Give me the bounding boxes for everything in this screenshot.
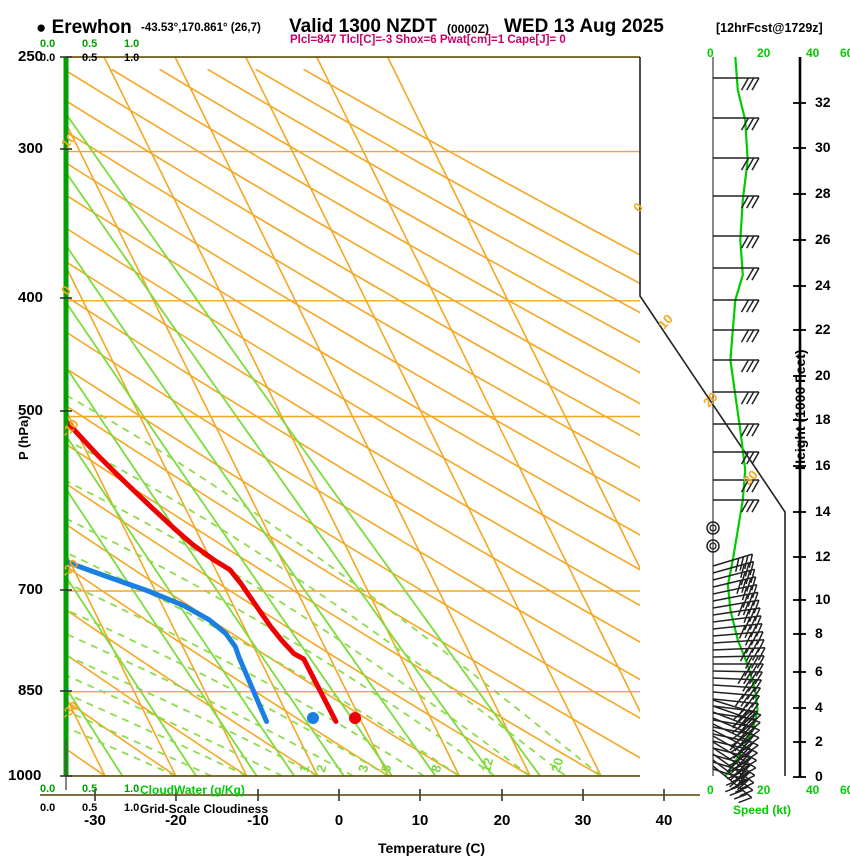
station-name: Erewhon (51, 17, 132, 38)
height-tick-26: 26 (815, 231, 831, 247)
height-tick-18: 18 (815, 411, 831, 427)
speed-bottom-40: 40 (806, 783, 820, 797)
cloudwater-top-0.0: 0.0 (40, 38, 56, 50)
valid-time: Valid 1300 NZDT (289, 16, 437, 37)
valid-date: WED 13 Aug 2025 (504, 16, 664, 37)
height-tick-8: 8 (815, 625, 823, 641)
height-tick-32: 32 (815, 94, 831, 110)
height-axis-ticks (793, 102, 806, 778)
pressure-tick-700: 700 (18, 581, 44, 598)
speed-top-20: 20 (757, 46, 771, 60)
speed-bottom-60: 60 (840, 783, 850, 797)
temperature-tick-0: 0 (334, 812, 344, 829)
wind-speed-profile (724, 56, 759, 777)
cloudiness-axis-title: Grid-Scale Cloudiness (140, 802, 269, 816)
isobar-lines (66, 57, 640, 776)
temperature-tick--30: -30 (84, 812, 106, 829)
cloudwater-bottom-0.0: 0.0 (40, 783, 56, 795)
height-tick-28: 28 (815, 185, 831, 201)
forecast-stamp: [12hrFcst@1729z] (716, 21, 823, 35)
speed-axis-title: Speed (kt) (733, 803, 792, 817)
skewt-gridlines (66, 57, 640, 776)
cloudwater-bottom-0.5: 0.5 (82, 783, 98, 795)
pressure-tick-500: 500 (18, 402, 44, 419)
height-tick-0: 0 (815, 768, 823, 784)
station-title: ● Erewhon (36, 17, 132, 39)
cloudwater-top-0.5: 0.5 (82, 38, 98, 50)
dewpoint-trace (66, 559, 269, 724)
pressure-tick-850: 850 (18, 682, 44, 699)
cloudiness-bottom-0.5: 0.5 (82, 802, 98, 814)
moist-adiabat-lines (66, 394, 602, 776)
pressure-tick-300: 300 (18, 140, 44, 157)
pressure-axis-title: P (hPa) (16, 415, 31, 460)
height-tick-16: 16 (815, 457, 831, 473)
height-tick-6: 6 (815, 663, 823, 679)
cloudiness-bottom-1.0: 1.0 (124, 802, 140, 814)
temperature-tick-40: 40 (655, 812, 673, 829)
temperature-axis-title: Temperature (C) (378, 840, 486, 856)
speed-top-40: 40 (806, 46, 820, 60)
wind-panel-border (639, 57, 786, 776)
station-bullet-icon: ● (36, 18, 47, 37)
speed-top-60: 60 (840, 46, 850, 60)
speed-bottom-20: 20 (757, 783, 771, 797)
plot-frame (66, 56, 640, 777)
height-tick-10: 10 (815, 591, 831, 607)
height-tick-4: 4 (815, 699, 823, 715)
height-tick-30: 30 (815, 139, 831, 155)
header: ● Erewhon -43.53°,170.861° (26,7) Valid … (0, 8, 850, 38)
pressure-tick-400: 400 (18, 289, 44, 306)
stability-parameters: Plcl=847 Tlcl[C]=-3 Shox=6 Pwat[cm]=1 Ca… (290, 34, 566, 46)
height-tick-20: 20 (815, 367, 831, 383)
height-tick-2: 2 (815, 733, 823, 749)
height-tick-22: 22 (815, 321, 831, 337)
pressure-tick-1000: 1000 (8, 767, 42, 784)
cloudwater-top-1.0: 1.0 (124, 38, 140, 50)
cloudiness-top-0.0: 0.0 (40, 52, 56, 64)
wind-barbs (706, 77, 766, 804)
temperature-tick-30: 30 (574, 812, 592, 829)
temperature-tick-10: 10 (411, 812, 429, 829)
temperature-tick--20: -20 (165, 812, 187, 829)
sounding-traces (66, 417, 361, 724)
zulu-time: (0000Z) (447, 22, 490, 36)
height-axis-title: Height (1000 Feet) (792, 349, 808, 470)
speed-bottom-0: 0 (707, 783, 714, 797)
station-coordinates: -43.53°,170.861° (26,7) (141, 22, 261, 34)
cloudiness-bottom-0.0: 0.0 (40, 802, 56, 814)
speed-top-0: 0 (707, 46, 714, 60)
trace-endpoint-markers (307, 712, 361, 724)
cloudwater-bottom-1.0: 1.0 (124, 783, 140, 795)
cloudwater-axis-title: CloudWater (g/Kg) (140, 783, 245, 797)
temperature-tick--10: -10 (247, 812, 269, 829)
pressure-tick-250: 250 (18, 48, 44, 65)
temperature-tick-20: 20 (493, 812, 511, 829)
height-tick-12: 12 (815, 548, 831, 564)
temperature-trace (66, 417, 339, 724)
cloudiness-top-0.5: 0.5 (82, 52, 98, 64)
cloudiness-top-1.0: 1.0 (124, 52, 140, 64)
height-tick-14: 14 (815, 503, 831, 519)
height-tick-24: 24 (815, 277, 831, 293)
wind-panel (639, 56, 786, 804)
pressure-axis-ticks (60, 56, 72, 777)
